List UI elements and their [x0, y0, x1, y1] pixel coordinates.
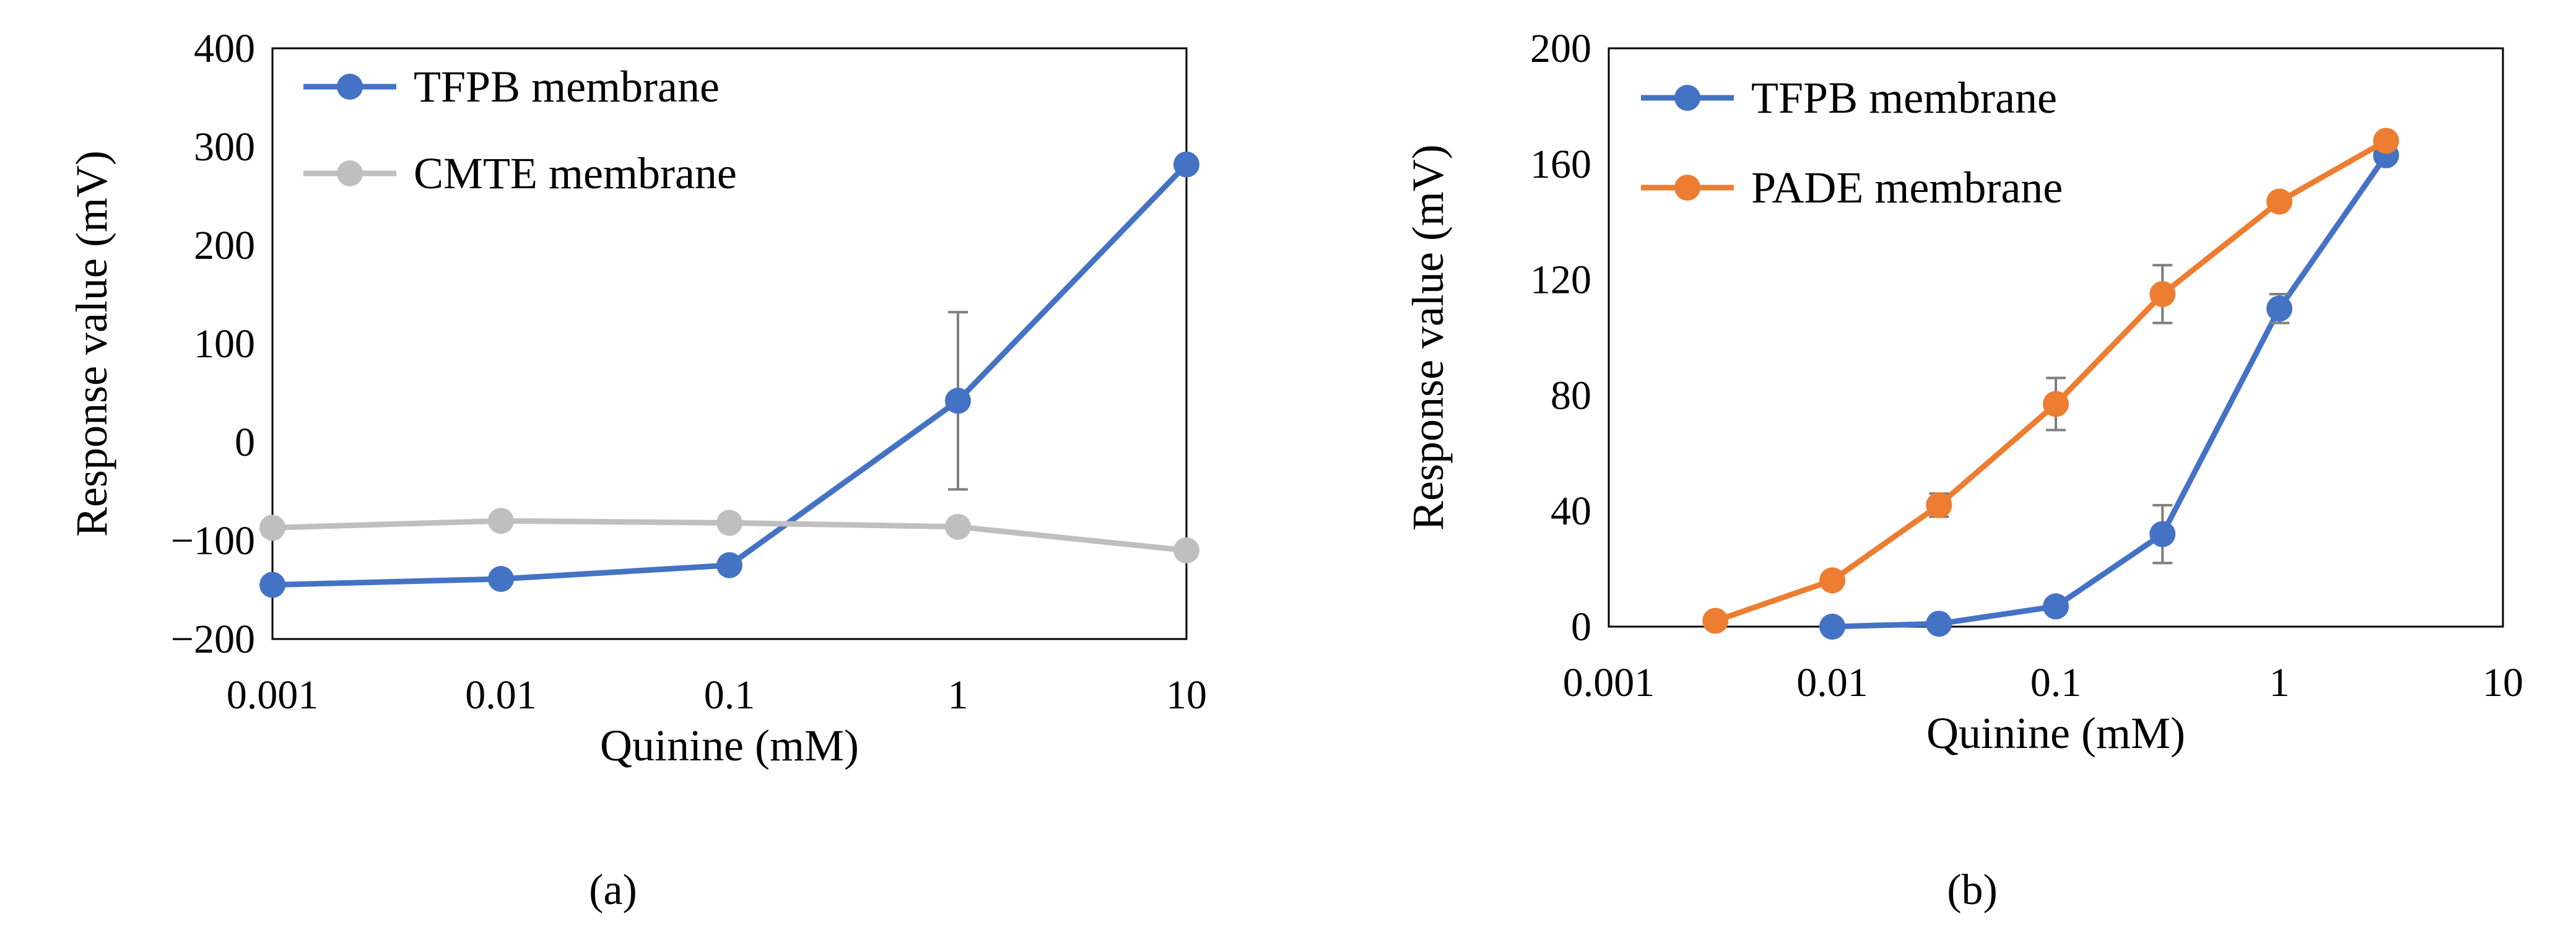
data-point [1926, 611, 1952, 637]
data-point [945, 388, 971, 414]
legend-entry: PADE membrane [1641, 163, 2063, 212]
y-tick-label: 400 [194, 26, 255, 71]
x-tick-label: 0.001 [227, 672, 319, 718]
y-tick-label: 160 [1530, 142, 1591, 187]
x-tick-label: 0.1 [704, 672, 755, 718]
data-point [2373, 128, 2400, 154]
data-point [716, 510, 742, 536]
panel-label: (b) [1947, 866, 1998, 914]
y-tick-label: 100 [194, 321, 255, 367]
data-point [1819, 567, 1845, 594]
y-axis-title: Response value (mV) [1403, 144, 1453, 531]
legend-marker [1674, 175, 1700, 201]
series-tfpb-membrane [1819, 142, 2400, 640]
y-tick-label: 80 [1551, 373, 1591, 418]
chart-panel-a: −200 −100 0 100 200 300 400 0.001 0.01 0.1 1 10 Quin… [67, 26, 1207, 914]
legend-entry: TFPB membrane [303, 62, 720, 111]
data-point [1702, 607, 1729, 634]
y-tick-label: 200 [194, 223, 255, 268]
data-point [488, 566, 514, 593]
y-tick-label: 120 [1530, 258, 1591, 303]
x-tick-label: 0.01 [1796, 660, 1868, 705]
series-tfpb-membrane [259, 151, 1199, 598]
x-tick-label: 10 [2482, 660, 2523, 705]
x-tick-label: 10 [1166, 672, 1207, 718]
data-point [259, 515, 285, 541]
y-tick-label: 200 [1530, 26, 1591, 71]
data-point [716, 552, 742, 578]
data-point [2043, 593, 2069, 620]
x-tick-label: 1 [2269, 660, 2290, 705]
y-tick-label: 0 [235, 420, 255, 465]
panel-label: (a) [589, 866, 637, 914]
data-point [488, 508, 514, 534]
x-tick-label: 0.001 [1563, 660, 1655, 705]
data-point [1819, 614, 1845, 640]
legend-label: TFPB membrane [1751, 73, 2057, 123]
series-pade-membrane [1702, 128, 2400, 634]
x-tick-label: 0.1 [2030, 660, 2082, 705]
data-point [1173, 537, 1199, 563]
data-point [1926, 492, 1952, 518]
legend-label: PADE membrane [1751, 163, 2063, 212]
series-line [1832, 154, 2388, 630]
x-axis-title: Quinine (mM) [600, 721, 859, 770]
data-point [259, 572, 285, 598]
y-tick-label: 40 [1551, 489, 1591, 534]
y-tick-label: −200 [171, 617, 255, 662]
data-point [2266, 295, 2292, 322]
legend-label: CMTE membrane [414, 149, 737, 198]
legend-marker [337, 160, 363, 186]
series-cmte-membrane [259, 508, 1199, 563]
data-point [2043, 391, 2069, 417]
legend-entry: TFPB membrane [1641, 73, 2057, 123]
legend-marker [337, 74, 363, 100]
x-axis-title: Quinine (mM) [1926, 708, 2185, 758]
plot-frame [1608, 47, 2504, 628]
y-axis-title: Response value (mV) [67, 150, 116, 537]
legend-marker [1674, 85, 1700, 111]
x-tick-label: 0.01 [465, 672, 537, 718]
y-tick-label: −100 [171, 518, 255, 563]
legend-label: TFPB membrane [414, 62, 720, 111]
plot-frame [271, 47, 1188, 640]
data-point [2149, 280, 2176, 307]
legend-entry: CMTE membrane [303, 149, 737, 198]
data-point [945, 513, 971, 540]
y-tick-label: 0 [1571, 604, 1591, 650]
data-point [2149, 521, 2176, 547]
x-tick-label: 1 [948, 672, 968, 718]
y-tick-label: 300 [194, 124, 255, 170]
data-point [1173, 151, 1199, 178]
data-point [2266, 188, 2292, 215]
chart-panel-b: 0 40 80 120 160 200 0.001 0.01 0.1 1 10 Quinine (mM… [1403, 26, 2523, 914]
